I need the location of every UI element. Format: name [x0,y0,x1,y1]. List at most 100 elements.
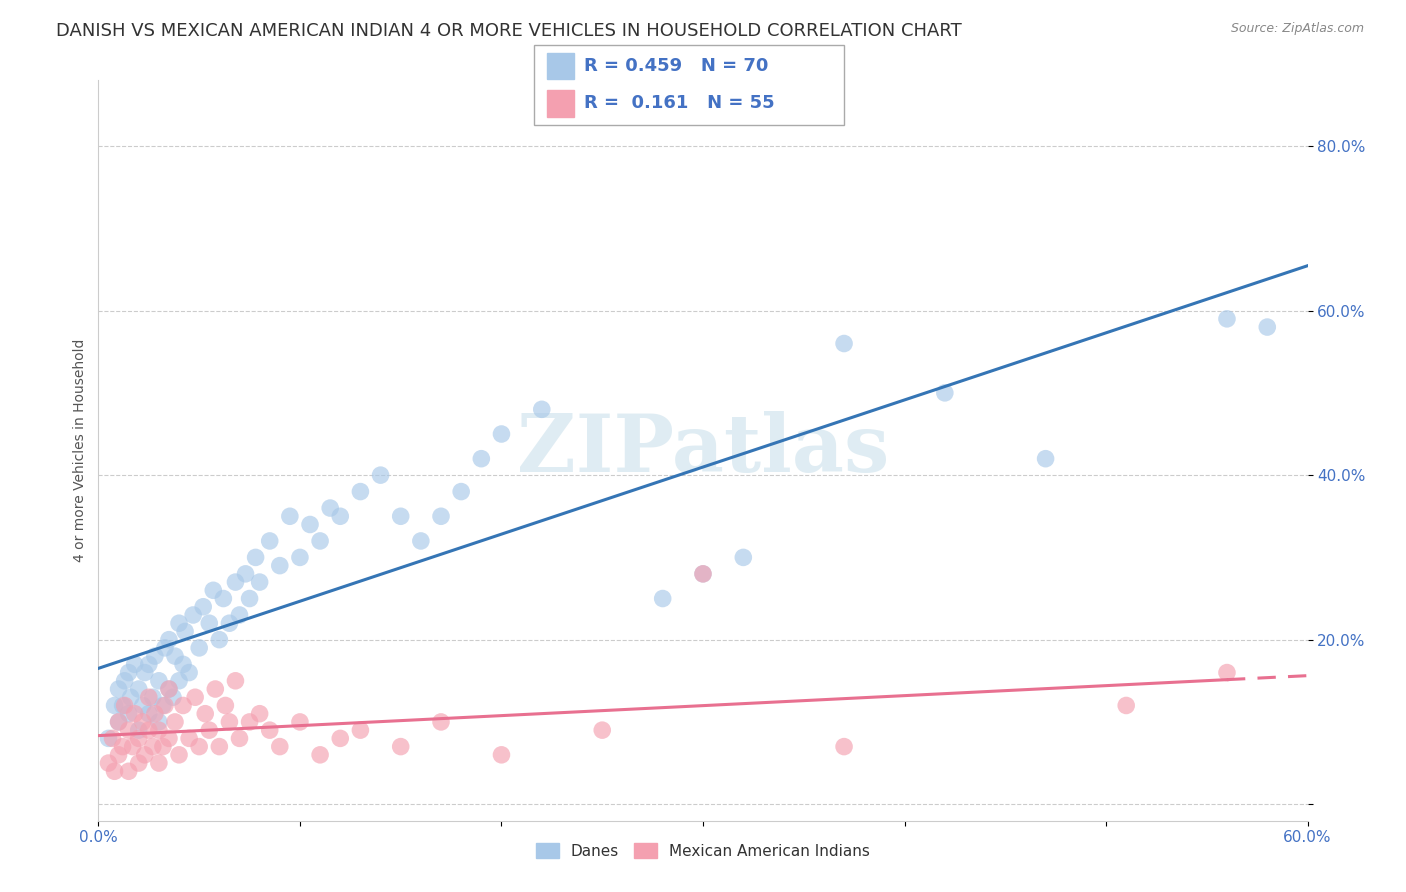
Point [138,706,160,721]
Point [430,509,453,524]
Point [118,764,141,779]
Point [832,336,855,351]
Point [152,698,174,713]
Point [181,607,204,622]
Point [1216,665,1239,680]
Point [124,706,146,721]
Point [214,698,236,713]
Point [651,591,673,606]
Point [309,533,332,548]
Point [132,698,155,713]
Point [309,747,332,762]
Point [121,739,143,754]
Point [143,706,166,721]
Point [163,714,186,729]
Bar [547,90,575,117]
Point [172,657,194,672]
Point [1256,320,1278,334]
Point [148,673,170,688]
Point [153,640,176,655]
Point [114,698,136,713]
Point [138,657,160,672]
Point [118,665,141,680]
Point [114,673,136,688]
Point [162,690,184,705]
Point [249,706,271,721]
Point [157,731,180,746]
Point [269,558,291,573]
Point [1115,698,1137,713]
Y-axis label: 4 or more Vehicles in Household: 4 or more Vehicles in Household [73,339,87,562]
Point [349,484,371,499]
Point [174,624,197,639]
Point [148,723,170,738]
Point [107,714,129,729]
Point [188,640,211,655]
Point [111,698,134,713]
Point [370,468,392,483]
Point [329,731,352,746]
Legend: Danes, Mexican American Indians: Danes, Mexican American Indians [530,837,876,865]
Point [591,723,613,738]
Point [179,731,201,746]
Point [218,714,240,729]
Point [153,698,176,713]
Point [202,583,225,598]
Point [228,607,250,622]
Point [470,451,492,466]
Point [107,681,129,696]
Point [530,402,553,417]
Point [179,665,201,680]
Point [128,681,150,696]
Point [224,673,246,688]
Text: DANISH VS MEXICAN AMERICAN INDIAN 4 OR MORE VEHICLES IN HOUSEHOLD CORRELATION CH: DANISH VS MEXICAN AMERICAN INDIAN 4 OR M… [56,22,962,40]
Point [288,550,311,565]
Point [172,698,194,713]
Point [212,591,235,606]
Text: R =  0.161   N = 55: R = 0.161 N = 55 [583,95,775,112]
Point [1216,311,1239,326]
Point [152,739,174,754]
Point [692,566,714,581]
Point [692,566,714,581]
Point [228,731,250,746]
Point [249,575,271,590]
Point [288,714,311,729]
Point [134,665,156,680]
Point [142,739,165,754]
Point [430,714,453,729]
Point [733,550,755,565]
Point [218,616,240,631]
Point [389,739,412,754]
Point [148,714,170,729]
Point [193,599,215,614]
Point [224,575,246,590]
Point [111,739,134,754]
Point [450,484,472,499]
Point [167,747,190,762]
Point [157,681,180,696]
Point [198,723,221,738]
Point [143,649,166,664]
Text: ZIPatlas: ZIPatlas [517,411,889,490]
Point [138,723,160,738]
Point [934,385,956,400]
Point [124,657,146,672]
Point [329,509,352,524]
Point [239,591,262,606]
FancyBboxPatch shape [534,45,844,125]
Point [97,756,120,770]
Point [259,723,281,738]
Point [107,714,129,729]
Point [198,616,221,631]
Point [138,690,160,705]
Point [128,756,150,770]
Point [208,632,231,647]
Point [97,731,120,746]
Point [389,509,412,524]
Point [107,747,129,762]
Point [409,533,432,548]
Point [269,739,291,754]
Point [491,747,513,762]
Point [132,714,155,729]
